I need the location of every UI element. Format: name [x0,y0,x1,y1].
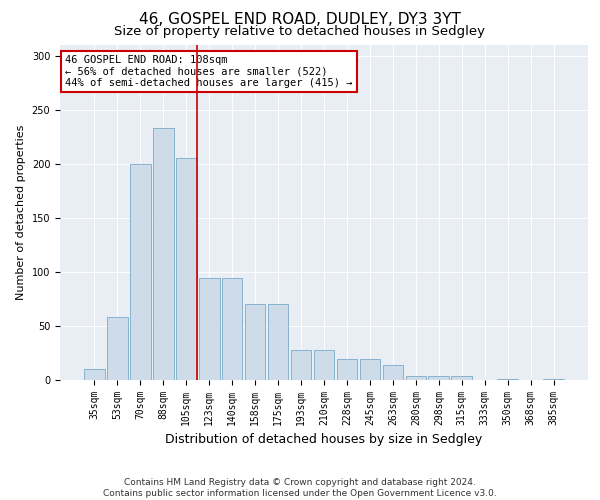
Bar [314,350,334,380]
Bar [406,376,426,380]
Bar [222,278,242,380]
Bar [451,376,472,380]
Bar [337,360,358,380]
Bar [544,379,564,380]
Text: 46 GOSPEL END ROAD: 108sqm
← 56% of detached houses are smaller (522)
44% of sem: 46 GOSPEL END ROAD: 108sqm ← 56% of deta… [65,55,353,88]
Text: Contains HM Land Registry data © Crown copyright and database right 2024.
Contai: Contains HM Land Registry data © Crown c… [103,478,497,498]
Bar [84,369,104,380]
Bar [268,304,289,380]
X-axis label: Distribution of detached houses by size in Sedgley: Distribution of detached houses by size … [166,434,482,446]
Bar [497,379,518,380]
Bar [359,360,380,380]
Bar [383,365,403,380]
Y-axis label: Number of detached properties: Number of detached properties [16,125,26,300]
Bar [428,376,449,380]
Bar [130,164,151,380]
Text: Size of property relative to detached houses in Sedgley: Size of property relative to detached ho… [115,25,485,38]
Bar [290,350,311,380]
Bar [245,304,265,380]
Bar [176,158,197,380]
Bar [153,128,173,380]
Bar [107,318,128,380]
Bar [199,278,220,380]
Text: 46, GOSPEL END ROAD, DUDLEY, DY3 3YT: 46, GOSPEL END ROAD, DUDLEY, DY3 3YT [139,12,461,28]
